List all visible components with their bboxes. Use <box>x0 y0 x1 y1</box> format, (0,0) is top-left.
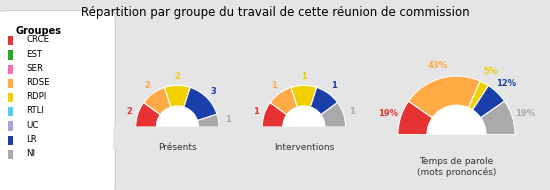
Text: 19%: 19% <box>515 109 535 118</box>
Text: RDPI: RDPI <box>26 92 47 101</box>
Circle shape <box>283 106 324 148</box>
Text: Temps de parole
(mots prononcés): Temps de parole (mots prononcés) <box>417 157 496 177</box>
Wedge shape <box>310 87 338 115</box>
Wedge shape <box>291 85 317 107</box>
Bar <box>8 50 13 59</box>
Text: Interventions: Interventions <box>274 143 334 152</box>
Text: SER: SER <box>26 64 43 73</box>
Wedge shape <box>481 101 515 135</box>
Text: 1: 1 <box>349 107 355 116</box>
Bar <box>8 79 13 88</box>
Wedge shape <box>197 114 219 127</box>
Wedge shape <box>144 87 171 115</box>
Bar <box>8 107 13 116</box>
Bar <box>102 127 252 190</box>
Text: NI: NI <box>26 149 35 158</box>
Text: 1: 1 <box>301 72 307 81</box>
Wedge shape <box>136 103 161 127</box>
Text: CRCE: CRCE <box>26 35 50 44</box>
Text: 1: 1 <box>271 81 277 90</box>
Circle shape <box>427 105 486 164</box>
Text: 2: 2 <box>145 81 150 90</box>
Wedge shape <box>469 81 488 110</box>
Bar <box>8 93 13 102</box>
Wedge shape <box>164 85 190 107</box>
Bar <box>8 65 13 74</box>
Wedge shape <box>321 103 345 127</box>
Text: EST: EST <box>26 50 42 59</box>
Wedge shape <box>472 86 504 118</box>
Text: UC: UC <box>26 121 39 130</box>
Bar <box>229 127 379 190</box>
Circle shape <box>157 106 198 148</box>
Text: 12%: 12% <box>496 79 516 88</box>
Wedge shape <box>398 101 432 135</box>
Text: RTLI: RTLI <box>26 106 44 116</box>
Wedge shape <box>409 76 480 118</box>
Text: Présents: Présents <box>158 143 197 152</box>
Text: Groupes: Groupes <box>15 26 62 36</box>
Text: RDSE: RDSE <box>26 78 50 87</box>
Text: 1: 1 <box>331 81 337 90</box>
Text: LR: LR <box>26 135 37 144</box>
Wedge shape <box>184 87 217 121</box>
Bar <box>351 135 550 190</box>
Text: 2: 2 <box>174 72 180 81</box>
Text: 3: 3 <box>211 87 216 96</box>
Bar <box>8 136 13 145</box>
Bar <box>8 150 13 159</box>
Text: Répartition par groupe du travail de cette réunion de commission: Répartition par groupe du travail de cet… <box>81 6 469 19</box>
Text: 1: 1 <box>225 115 230 124</box>
Text: 19%: 19% <box>378 109 398 118</box>
Text: 1: 1 <box>252 107 258 116</box>
Text: 5%: 5% <box>483 67 498 76</box>
FancyBboxPatch shape <box>0 11 116 190</box>
Text: 2: 2 <box>126 107 132 116</box>
Text: 43%: 43% <box>427 61 447 70</box>
Bar <box>8 121 13 131</box>
Wedge shape <box>262 103 287 127</box>
Wedge shape <box>270 87 298 115</box>
Bar <box>8 36 13 45</box>
